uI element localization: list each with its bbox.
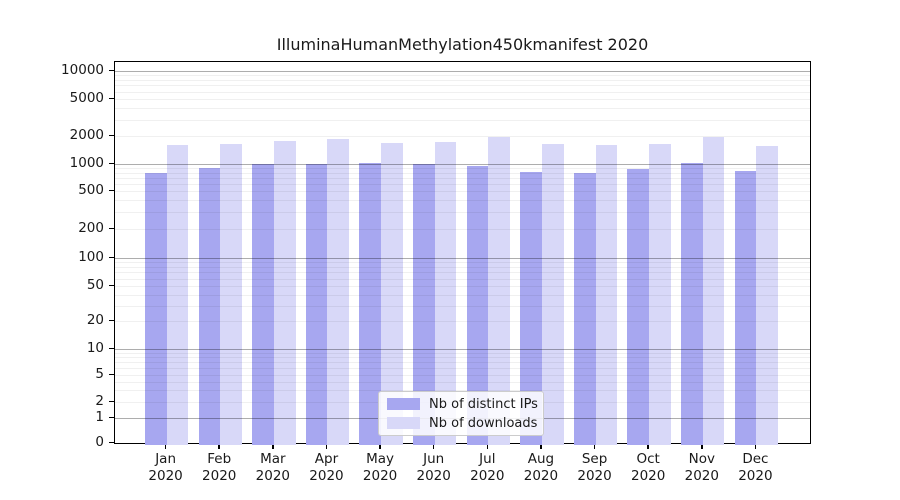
y-tick-mark-10 bbox=[109, 347, 114, 349]
bar-nb-of-distinct-ips-sep bbox=[573, 172, 596, 445]
x-tick-label-dec: Dec 2020 bbox=[738, 451, 773, 484]
plot-area bbox=[114, 61, 811, 445]
bar-nb-of-downloads-apr bbox=[327, 139, 350, 445]
y-tick-label-1: 1 bbox=[95, 409, 104, 425]
x-tick-label-may: May 2020 bbox=[362, 451, 398, 484]
x-tick-mark-mar bbox=[272, 444, 274, 449]
x-tick-label-nov: Nov 2020 bbox=[684, 451, 719, 484]
y-tick-label-0: 0 bbox=[95, 434, 104, 450]
bar-nb-of-distinct-ips-jun bbox=[413, 163, 435, 445]
bar-nb-of-distinct-ips-jan bbox=[144, 172, 167, 445]
y-tick-mark-50 bbox=[109, 284, 114, 286]
x-tick-label-jul: Jul 2020 bbox=[470, 451, 505, 484]
x-tick-mark-jan bbox=[164, 444, 167, 449]
bar-nb-of-downloads-jun bbox=[434, 141, 457, 445]
bar-nb-of-distinct-ips-feb bbox=[198, 168, 221, 445]
bar-nb-of-downloads-dec bbox=[756, 146, 779, 445]
x-tick-label-sep: Sep 2020 bbox=[577, 451, 612, 484]
x-tick-mark-sep bbox=[593, 444, 596, 449]
y-tick-mark-5 bbox=[109, 373, 114, 375]
y-tick-mark-1 bbox=[109, 416, 114, 418]
y-tick-label-1000: 1000 bbox=[69, 155, 104, 171]
y-tick-label-2000: 2000 bbox=[69, 127, 104, 143]
bar-nb-of-downloads-sep bbox=[595, 144, 618, 445]
bar-nb-of-downloads-may bbox=[381, 142, 403, 445]
bar-nb-of-downloads-oct bbox=[649, 144, 671, 445]
y-tick-label-10: 10 bbox=[86, 340, 104, 356]
y-tick-mark-100 bbox=[109, 256, 114, 258]
x-tick-mark-oct bbox=[647, 444, 649, 449]
chart-title: IlluminaHumanMethylation450kmanifest 202… bbox=[276, 35, 649, 54]
legend-item-distinct-ips: Nb of distinct IPs bbox=[387, 396, 538, 412]
x-tick-mark-apr bbox=[325, 444, 328, 449]
y-tick-label-500: 500 bbox=[78, 182, 104, 198]
x-tick-mark-may bbox=[379, 444, 381, 449]
x-tick-label-jan: Jan 2020 bbox=[148, 451, 183, 484]
legend-item-downloads: Nb of downloads bbox=[387, 415, 538, 431]
x-tick-mark-jul bbox=[486, 444, 489, 449]
x-tick-label-oct: Oct 2020 bbox=[630, 451, 666, 484]
x-tick-label-jun: Jun 2020 bbox=[416, 451, 451, 484]
bar-nb-of-distinct-ips-nov bbox=[681, 163, 703, 445]
legend: Nb of distinct IPs Nb of downloads bbox=[378, 391, 544, 436]
x-tick-mark-dec bbox=[754, 444, 757, 449]
y-tick-label-50: 50 bbox=[86, 277, 104, 293]
y-tick-label-100: 100 bbox=[78, 249, 104, 265]
legend-swatch-downloads bbox=[387, 417, 420, 429]
y-tick-label-20: 20 bbox=[86, 312, 104, 328]
bar-nb-of-distinct-ips-dec bbox=[734, 171, 757, 445]
bar-nb-of-downloads-jul bbox=[488, 137, 510, 445]
y-tick-mark-500 bbox=[109, 189, 114, 191]
x-tick-mark-jun bbox=[432, 444, 435, 449]
y-tick-mark-5000 bbox=[109, 97, 114, 99]
y-tick-mark-200 bbox=[109, 227, 114, 229]
x-tick-label-apr: Apr 2020 bbox=[309, 451, 344, 484]
bar-nb-of-downloads-feb bbox=[220, 144, 242, 445]
bar-nb-of-distinct-ips-apr bbox=[305, 163, 328, 445]
y-tick-label-10000: 10000 bbox=[61, 62, 104, 78]
y-tick-mark-1000 bbox=[109, 162, 114, 164]
y-tick-label-2: 2 bbox=[95, 393, 104, 409]
bar-nb-of-downloads-mar bbox=[273, 140, 296, 445]
y-tick-label-5000: 5000 bbox=[69, 90, 104, 106]
x-tick-mark-feb bbox=[218, 444, 220, 449]
x-tick-label-mar: Mar 2020 bbox=[255, 451, 290, 484]
bar-nb-of-distinct-ips-mar bbox=[252, 163, 274, 445]
bar-nb-of-distinct-ips-jul bbox=[466, 166, 489, 445]
bars-layer bbox=[115, 62, 810, 445]
bar-nb-of-downloads-nov bbox=[702, 137, 725, 445]
y-tick-mark-2000 bbox=[109, 134, 114, 136]
y-tick-mark-2 bbox=[109, 400, 114, 402]
y-tick-mark-10000 bbox=[109, 69, 114, 71]
bar-nb-of-downloads-jan bbox=[166, 144, 189, 445]
bar-nb-of-distinct-ips-aug bbox=[520, 171, 542, 445]
y-tick-mark-20 bbox=[109, 319, 114, 321]
bar-nb-of-downloads-aug bbox=[541, 144, 564, 445]
x-tick-label-aug: Aug 2020 bbox=[523, 451, 559, 484]
bar-nb-of-distinct-ips-oct bbox=[627, 168, 650, 445]
y-tick-mark-0 bbox=[109, 441, 114, 443]
x-tick-mark-nov bbox=[701, 444, 703, 449]
x-tick-label-feb: Feb 2020 bbox=[202, 451, 237, 484]
legend-label-distinct-ips: Nb of distinct IPs bbox=[429, 396, 538, 412]
legend-label-downloads: Nb of downloads bbox=[429, 415, 538, 431]
legend-swatch-distinct-ips bbox=[387, 398, 420, 410]
y-tick-label-200: 200 bbox=[78, 220, 104, 236]
x-tick-mark-aug bbox=[540, 444, 542, 449]
bar-nb-of-distinct-ips-may bbox=[359, 163, 382, 445]
y-tick-label-5: 5 bbox=[95, 366, 104, 382]
